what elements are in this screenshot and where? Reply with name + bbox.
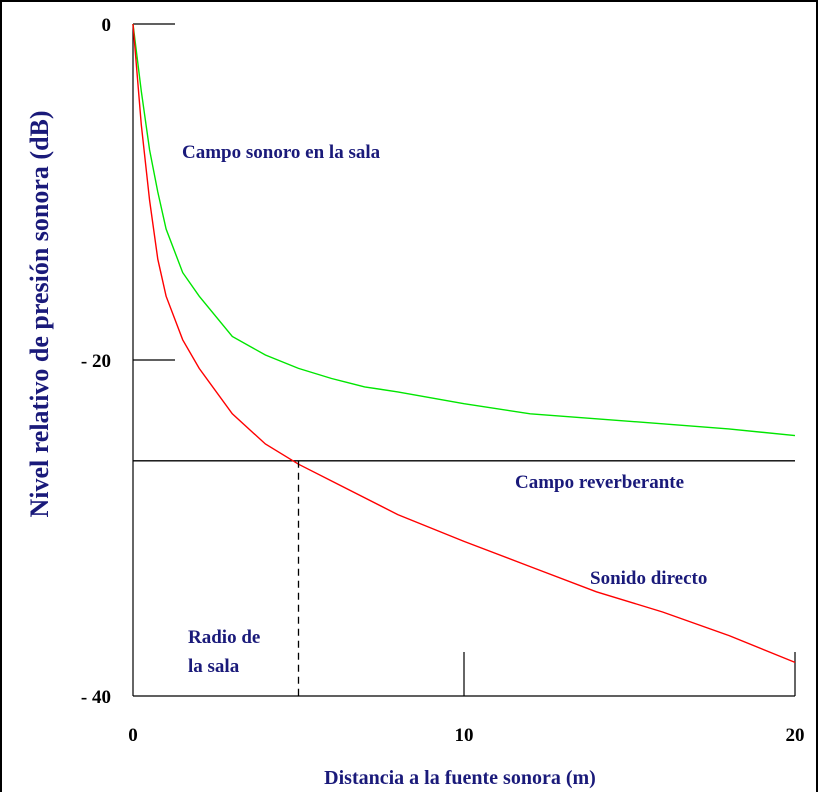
y-axis-title: Nivel relativo de presión sonora (dB) bbox=[25, 110, 54, 517]
y-tick-label-0: 0 bbox=[102, 15, 112, 36]
y-tick-label-minus20: - 20 bbox=[81, 351, 111, 372]
y-tick-label-minus40: - 40 bbox=[81, 687, 111, 708]
series-sonido-directo bbox=[132, 23, 796, 664]
annotation-sonido-directo: Sonido directo bbox=[590, 568, 707, 589]
x-tick-label-20: 20 bbox=[786, 725, 805, 746]
series-campo-sonoro bbox=[132, 23, 796, 437]
x-tick-label-0: 0 bbox=[128, 725, 138, 746]
annotation-radio-line1: Radio de bbox=[188, 627, 260, 648]
x-axis-title: Distancia a la fuente sonora (m) bbox=[324, 767, 596, 789]
annotation-campo-reverberante: Campo reverberante bbox=[515, 472, 684, 493]
annotation-campo-sonoro: Campo sonoro en la sala bbox=[182, 142, 381, 163]
annotation-radio-line2: la sala bbox=[188, 656, 240, 677]
tick-marks bbox=[133, 23, 796, 696]
x-tick-label-10: 10 bbox=[455, 725, 474, 746]
